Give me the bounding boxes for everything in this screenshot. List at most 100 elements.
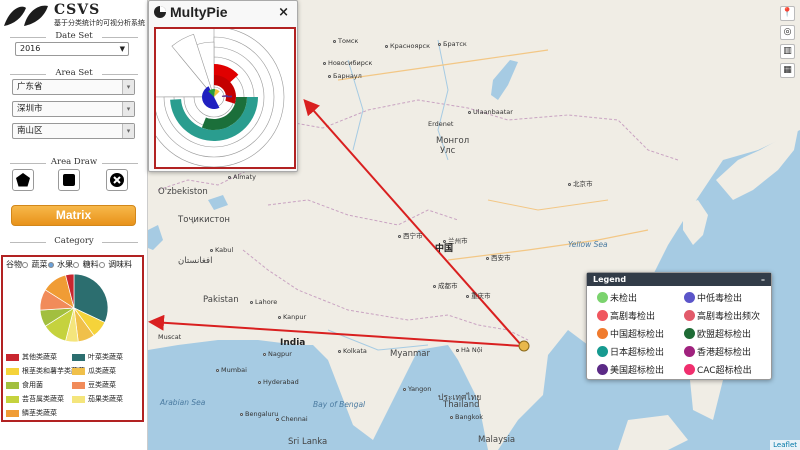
category-legend-item[interactable]: 茄果类蔬菜 bbox=[72, 394, 138, 404]
category-legend-item[interactable]: 鳞茎类蔬菜 bbox=[6, 408, 72, 418]
brand-logo: CSVS 基于分类统计的可视分析系统 bbox=[2, 2, 146, 30]
legend-item[interactable]: 香港超标检出 bbox=[684, 345, 751, 358]
map-label: Тоҷикистон bbox=[178, 215, 230, 225]
category-legend-item[interactable]: 其他类蔬菜 bbox=[6, 352, 72, 362]
ring-segment[interactable] bbox=[201, 97, 247, 130]
matrix-button[interactable]: Matrix bbox=[11, 205, 136, 226]
map-label: Pakistan bbox=[203, 295, 239, 305]
map-label: Новосибирск bbox=[323, 59, 372, 67]
category-legend-item[interactable]: 根茎类和薯芋类蔬菜 bbox=[6, 366, 85, 376]
pie-slice[interactable] bbox=[65, 273, 75, 309]
ring-segment[interactable] bbox=[214, 89, 220, 97]
legend-item[interactable]: 未检出 bbox=[597, 291, 637, 304]
legend-item[interactable]: 中低毒检出 bbox=[684, 291, 742, 304]
province-select[interactable]: 广东省 ▾ bbox=[12, 79, 135, 95]
city-dot-icon bbox=[486, 256, 489, 260]
year-select[interactable]: 2016 ▼ bbox=[15, 42, 129, 56]
district-value: 南山区 bbox=[17, 126, 43, 136]
tab-label: 调味料 bbox=[108, 260, 133, 269]
minimize-icon[interactable]: – bbox=[761, 275, 765, 284]
close-icon[interactable]: × bbox=[278, 5, 289, 20]
map-controls: 📍 ◎ ▥ ▦ bbox=[780, 6, 795, 82]
legend-item[interactable]: CAC超标检出 bbox=[684, 363, 752, 376]
sidebar: CSVS 基于分类统计的可视分析系统 Date Set 2016 ▼ Area … bbox=[0, 0, 148, 450]
category-legend-item[interactable]: 芸苔属类蔬菜 bbox=[6, 394, 72, 404]
legend-header: Legend – bbox=[587, 273, 771, 286]
ring-segment[interactable] bbox=[221, 94, 228, 97]
legend-item[interactable]: 美国超标检出 bbox=[597, 363, 664, 376]
ring-segment[interactable] bbox=[170, 97, 258, 142]
grid-icon[interactable]: ▦ bbox=[780, 63, 795, 78]
legend-dot-icon bbox=[684, 292, 695, 303]
tab-grain[interactable]: 谷物 bbox=[6, 260, 29, 269]
map-attribution[interactable]: Leaflet bbox=[770, 440, 800, 450]
pentagon-tool-button[interactable] bbox=[12, 169, 34, 191]
category-legend-item[interactable]: 叶菜类蔬菜 bbox=[72, 352, 138, 362]
city-dot-icon bbox=[456, 348, 459, 352]
city-dot-icon bbox=[210, 248, 213, 252]
legend-label: 鳞茎类蔬菜 bbox=[22, 409, 57, 417]
multypie-chart[interactable] bbox=[143, 26, 294, 168]
multypie-popup: MultyPie × bbox=[143, 0, 298, 172]
category-legend-item[interactable]: 瓜类蔬菜 bbox=[72, 366, 138, 376]
ring-segment[interactable] bbox=[208, 89, 216, 97]
map-label: 西安市 bbox=[486, 252, 511, 262]
city-dot-icon bbox=[328, 74, 331, 78]
map-label: Томск bbox=[333, 37, 358, 45]
legend-swatch bbox=[6, 409, 19, 417]
map-label: Братск bbox=[438, 40, 467, 48]
tab-label: 水果 bbox=[57, 260, 74, 269]
locate-icon[interactable]: ◎ bbox=[780, 25, 795, 40]
legend-title: Legend bbox=[593, 275, 627, 284]
tab-sugar[interactable]: 糖料 bbox=[83, 260, 106, 269]
legend-dot-icon bbox=[684, 364, 695, 375]
city-dot-icon bbox=[438, 42, 441, 46]
tab-seasoning[interactable]: 调味料 bbox=[108, 260, 132, 269]
legend-item[interactable]: 日本超标检出 bbox=[597, 345, 664, 358]
legend-label: 根茎类和薯芋类蔬菜 bbox=[22, 367, 85, 375]
rectangle-icon bbox=[63, 174, 75, 186]
map-base-layer bbox=[148, 0, 800, 450]
map-label: Sri Lanka bbox=[288, 437, 328, 447]
map-label: 中国 bbox=[435, 244, 454, 254]
city-select[interactable]: 深圳市 ▾ bbox=[12, 101, 135, 117]
map-label: Malaysia bbox=[478, 435, 516, 445]
map-label: Hyderabad bbox=[258, 378, 299, 386]
category-legend-item[interactable]: 食用菌 bbox=[6, 380, 72, 390]
legend-label: 瓜类蔬菜 bbox=[88, 367, 116, 375]
map-label: ประเทศไทย bbox=[438, 393, 482, 403]
radio-selected-icon bbox=[47, 261, 54, 268]
legend-item[interactable]: 高剧毒检出 bbox=[597, 309, 655, 322]
category-legend-item[interactable]: 豆类蔬菜 bbox=[72, 380, 138, 390]
tab-vegetable[interactable]: 蔬菜 bbox=[32, 260, 55, 269]
district-select[interactable]: 南山区 ▾ bbox=[12, 123, 135, 139]
map-label: Myanmar bbox=[390, 349, 430, 359]
city-dot-icon bbox=[450, 415, 453, 419]
ring-segment[interactable] bbox=[202, 86, 220, 109]
rectangle-tool-button[interactable] bbox=[58, 169, 80, 191]
city-dot-icon bbox=[443, 239, 446, 243]
ring-grid[interactable] bbox=[171, 33, 215, 98]
city-dot-icon bbox=[240, 412, 243, 416]
tab-fruit[interactable]: 水果 bbox=[57, 260, 80, 269]
city-dot-icon bbox=[468, 110, 471, 114]
map-label: India bbox=[280, 338, 306, 348]
legend-swatch bbox=[72, 367, 85, 375]
map-label: Kanpur bbox=[278, 313, 306, 321]
pie-slice[interactable] bbox=[73, 273, 109, 323]
bar-chart-icon[interactable]: ▥ bbox=[780, 44, 795, 59]
legend-swatch bbox=[72, 353, 85, 361]
legend-item[interactable]: 欧盟超标检出 bbox=[684, 327, 751, 340]
legend-dot-icon bbox=[597, 364, 608, 375]
legend-item[interactable]: 高剧毒检出频次 bbox=[684, 309, 760, 322]
legend-label: 叶菜类蔬菜 bbox=[88, 353, 123, 361]
date-set-title: Date Set bbox=[10, 31, 138, 41]
clear-tool-button[interactable] bbox=[106, 169, 128, 191]
category-pie-chart[interactable] bbox=[38, 272, 110, 344]
map-label: Thailand bbox=[443, 400, 480, 410]
city-dot-icon bbox=[278, 315, 281, 319]
pin-icon[interactable]: 📍 bbox=[780, 6, 795, 21]
legend-item[interactable]: 中国超标检出 bbox=[597, 327, 664, 340]
legend-swatch bbox=[6, 367, 19, 375]
map-label: Chennai bbox=[276, 415, 308, 423]
